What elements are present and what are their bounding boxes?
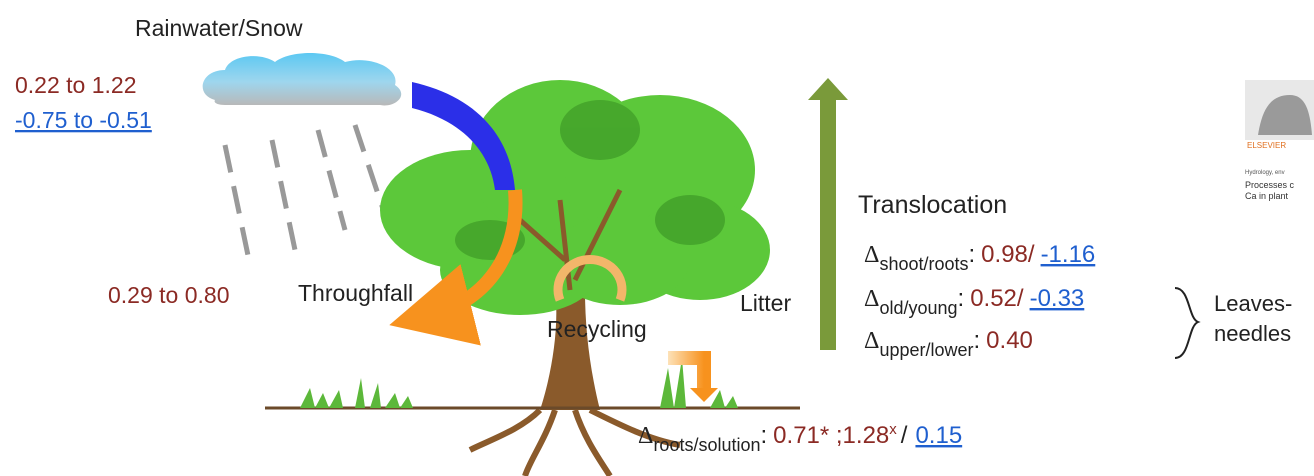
rain-range-a: 0.22 to 1.22 [15,72,137,98]
litter-arrow-head [690,388,718,402]
page: { "title": "Rainwater/Snow", "rain": {"r… [0,0,1314,476]
litter-label: Litter [740,290,791,316]
thumb-line: Processes c [1245,180,1295,190]
rain-range-b: -0.75 to -0.51 [15,107,152,133]
row: Δupper/lower:0.40 [864,327,1033,360]
brace [1175,288,1198,358]
translocation-arrow [808,78,848,350]
colon: : [969,241,976,268]
thumb-line: Ca in plant [1245,191,1289,201]
value-a: 0.52/ [970,285,1024,312]
row: Δshoot/roots:0.98/-1.16 [864,241,1095,274]
cloud [203,53,402,105]
litter-arrow [668,358,704,390]
separator: / [901,422,908,449]
subscript: shoot/roots [879,254,968,274]
subscript: old/young [879,298,957,318]
delta: Δ [864,286,879,312]
publisher: ELSEVIER [1247,141,1286,150]
superscript: x [889,421,897,438]
value-b: -0.33 [1030,285,1085,312]
colon: : [974,327,981,354]
delta: Δ [638,423,653,449]
translocation-label: Translocation [858,191,1007,219]
roots-row: Δroots/solution:0.71* ;1.28x/ 0.15 [638,421,962,455]
value-a: 0.71* ;1.28 [773,422,889,449]
colon: : [958,285,965,312]
subscript: upper/lower [879,340,973,360]
rain [225,125,385,265]
leaves-label: needles [1214,321,1291,346]
throughfall-label: Throughfall [298,280,413,306]
value-a: 0.40 [986,327,1033,354]
journal: Hydrology, env [1245,170,1285,176]
value-b: 0.15 [915,422,962,449]
grass [300,358,738,408]
recycling-label: Recycling [547,316,647,342]
leaves-label: Leaves- [1214,291,1292,316]
value-a: 0.98/ [981,241,1035,268]
journal-thumbnail: ELSEVIER Hydrology, env Processes c Ca i… [1245,80,1314,201]
delta: Δ [864,242,879,268]
value-b: -1.16 [1041,241,1096,268]
title: Rainwater/Snow [135,15,303,41]
delta: Δ [864,328,879,354]
tree [380,80,770,476]
subscript: roots/solution [653,435,760,455]
row: Δold/young:0.52/-0.33 [864,285,1084,318]
throughfall-value: 0.29 to 0.80 [108,282,230,308]
diagram: Rainwater/Snow 0.22 to 1.22 -0.75 to -0.… [0,0,1314,476]
colon: : [761,422,768,449]
